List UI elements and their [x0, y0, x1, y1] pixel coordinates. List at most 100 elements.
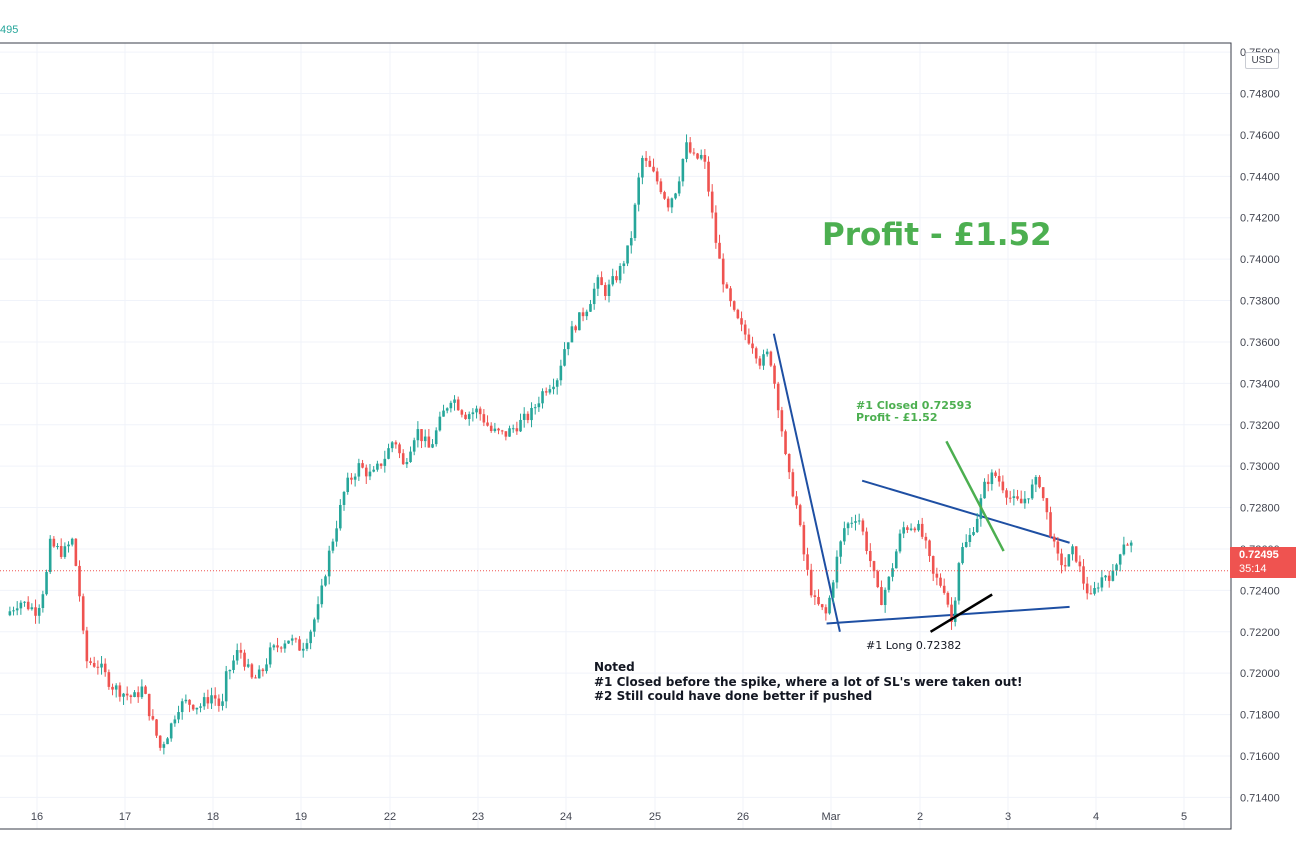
candle-body — [482, 414, 486, 423]
candle-body — [316, 604, 320, 620]
candle-body — [655, 171, 659, 182]
candle-body — [953, 600, 957, 622]
y-tick-label: 0.74800 — [1240, 89, 1280, 101]
candle-body — [1030, 484, 1034, 499]
candle-body — [850, 522, 854, 524]
candle-body — [467, 414, 471, 419]
candle-body — [869, 550, 872, 562]
candle-body — [703, 154, 707, 162]
candle-body — [824, 607, 828, 614]
candle-body — [596, 277, 600, 289]
candle-body — [570, 326, 574, 343]
candle-body — [957, 563, 961, 601]
candle-body — [685, 142, 688, 159]
candle-body — [339, 504, 342, 529]
time-axis[interactable]: 16 17 18 19 22 23 24 25 26 Mar 2 3 4 5 — [31, 811, 1187, 823]
price-axis[interactable]: 0.750000.748000.746000.744000.742000.740… — [1240, 47, 1280, 804]
candle-body — [357, 463, 361, 477]
candle-body — [111, 686, 114, 690]
y-tick-label: 0.71400 — [1240, 792, 1280, 804]
candle-body — [659, 181, 663, 193]
x-tick-label: 23 — [472, 811, 484, 823]
candle-body — [122, 693, 125, 697]
candle-body — [445, 408, 449, 411]
candle-body — [453, 399, 456, 403]
descending-trendline — [772, 333, 841, 632]
currency-badge[interactable]: USD — [1245, 52, 1279, 69]
candle-body — [235, 650, 239, 661]
candle-body — [379, 463, 383, 466]
candle-body — [246, 664, 250, 667]
current-price-tag: 0.72495 35:14 — [1230, 547, 1296, 578]
candle-body — [184, 699, 188, 702]
candle-body — [423, 436, 427, 442]
candle-body — [939, 577, 942, 586]
candle-body — [493, 428, 497, 432]
triangle-lower-trendline — [826, 605, 1070, 625]
y-tick-label: 0.73600 — [1240, 337, 1280, 349]
candle-body — [166, 738, 169, 745]
candle-body — [85, 630, 89, 662]
candle-body — [331, 541, 335, 551]
candle-body — [294, 638, 298, 640]
candle-body — [699, 154, 703, 159]
candle-body — [578, 312, 581, 331]
candle-body — [666, 198, 670, 208]
candle-body — [103, 663, 107, 673]
candle-body — [990, 472, 994, 485]
candle-body — [478, 408, 482, 415]
candle-body — [23, 601, 26, 603]
candle-body — [74, 538, 78, 566]
candle-body — [1118, 554, 1122, 565]
candle-body — [383, 458, 387, 466]
candle-body — [254, 677, 257, 679]
close-exit-line — [945, 440, 1005, 552]
candle-body — [324, 576, 327, 586]
x-tick-label: 18 — [207, 811, 219, 823]
x-tick-label: 24 — [560, 811, 572, 823]
y-tick-label: 0.73400 — [1240, 378, 1280, 390]
candle-body — [224, 671, 228, 702]
candle-body — [776, 383, 780, 411]
candle-body — [180, 701, 184, 713]
candle-body — [843, 528, 846, 542]
candle-body — [1001, 481, 1005, 491]
bar-countdown: 35:14 — [1239, 563, 1267, 575]
candle-body — [37, 608, 41, 616]
candle-body — [548, 389, 552, 393]
candle-body — [585, 311, 589, 317]
candle-body — [114, 685, 118, 690]
candle-body — [202, 697, 206, 707]
trendline-group — [772, 333, 1070, 632]
candle-body — [813, 595, 817, 597]
candle-body — [1126, 544, 1129, 546]
candle-body — [15, 608, 19, 611]
big-profit-label: Profit - £1.52 — [822, 217, 1052, 253]
candle-body — [434, 430, 438, 445]
candle-body — [902, 527, 905, 534]
candle-body — [681, 158, 685, 182]
candle-body — [872, 561, 876, 572]
candle-body — [30, 607, 34, 610]
candle-body — [780, 410, 784, 432]
candle-body — [140, 686, 144, 698]
candle-body — [1041, 487, 1045, 499]
candle-body — [144, 686, 147, 694]
chart-grid — [0, 43, 1231, 829]
candle-body — [644, 157, 648, 161]
candle-body — [522, 413, 526, 420]
candle-body — [729, 288, 732, 302]
candle-body — [268, 647, 272, 665]
candle-body — [964, 542, 968, 548]
candle-body — [364, 467, 368, 477]
candle-body — [283, 643, 287, 649]
candle-body — [125, 693, 129, 696]
candle-body — [162, 744, 166, 748]
candle-body — [1038, 476, 1041, 488]
candle-body — [736, 309, 740, 319]
candle-body — [887, 576, 891, 590]
candle-body — [519, 419, 522, 432]
candle-body — [173, 719, 177, 724]
candle-body — [353, 476, 357, 480]
